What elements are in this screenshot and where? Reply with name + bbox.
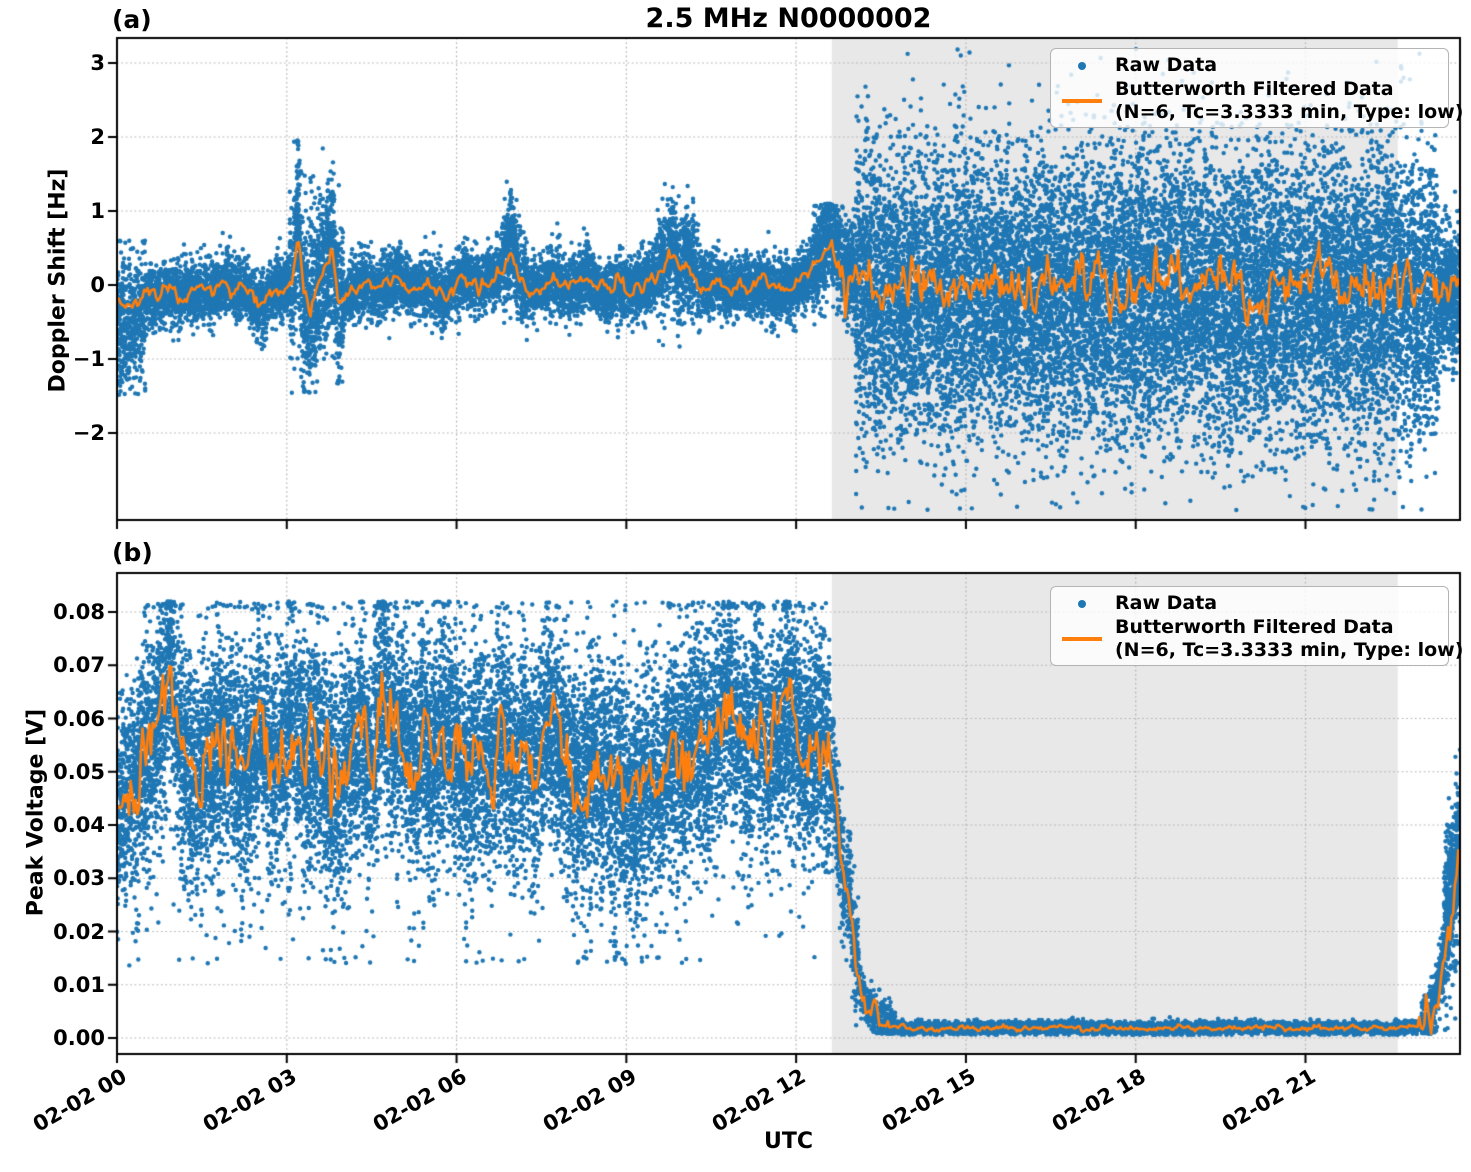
- y-tick-label: −1: [72, 347, 105, 371]
- legend-filtered-sublabel: (N=6, Tc=3.3333 min, Type: low): [1115, 101, 1464, 123]
- legend-entry-raw: Raw Data: [1059, 591, 1440, 616]
- legend-panel-a: Raw Data Butterworth Filtered Data (N=6,…: [1050, 48, 1463, 128]
- y-tick-label: 0.04: [53, 813, 105, 837]
- raw-data-marker-icon: [1078, 61, 1086, 70]
- panel-b-y-axis-label: Peak Voltage [V]: [23, 708, 49, 917]
- y-tick-label: 0: [90, 273, 105, 297]
- legend-filtered-label: Butterworth Filtered Data: [1115, 616, 1394, 639]
- legend-raw-label: Raw Data: [1115, 54, 1218, 77]
- y-tick-label: 0.00: [53, 1026, 105, 1050]
- legend-entry-filtered: Butterworth Filtered Data (N=6, Tc=3.333…: [1059, 616, 1463, 662]
- y-tick-label: 0.02: [53, 919, 105, 944]
- y-tick-label: −2: [72, 421, 105, 445]
- panel-b-label: (b): [112, 538, 153, 567]
- y-tick-label: 0.05: [53, 759, 105, 784]
- filtered-line-marker-icon: [1062, 99, 1102, 103]
- y-tick-label: 1: [90, 199, 105, 223]
- panel-a-y-axis-label: Doppler Shift [Hz]: [45, 168, 71, 393]
- y-tick-label: 0.08: [53, 600, 105, 624]
- y-tick-label: 0.06: [53, 706, 105, 731]
- x-axis-label: UTC: [763, 1129, 814, 1154]
- y-tick-label: 0.07: [53, 653, 105, 678]
- y-tick-label: 0.01: [53, 972, 105, 997]
- legend-panel-b: Raw Data Butterworth Filtered Data (N=6,…: [1050, 586, 1463, 666]
- legend-entry-raw: Raw Data: [1059, 53, 1440, 78]
- legend-filtered-sublabel: (N=6, Tc=3.3333 min, Type: low): [1115, 639, 1464, 661]
- y-tick-label: 0.03: [53, 866, 105, 891]
- y-tick-label: 3: [90, 51, 105, 75]
- filtered-line-marker-icon: [1062, 637, 1102, 641]
- legend-entry-filtered: Butterworth Filtered Data (N=6, Tc=3.333…: [1059, 78, 1463, 124]
- legend-filtered-label: Butterworth Filtered Data: [1115, 78, 1394, 101]
- raw-data-marker-icon: [1078, 599, 1086, 608]
- y-tick-label: 2: [90, 125, 105, 149]
- figure-title: 2.5 MHz N0000002: [645, 3, 932, 34]
- legend-raw-label: Raw Data: [1115, 592, 1218, 615]
- panel-a-label: (a): [112, 5, 152, 34]
